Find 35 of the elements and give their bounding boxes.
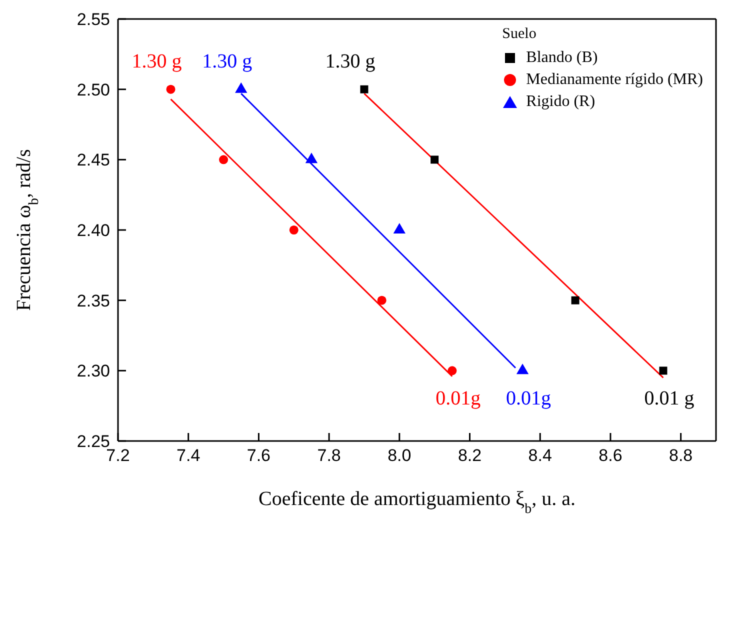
point [289, 225, 298, 235]
legend-label: Blando (B) [526, 48, 598, 68]
point [430, 156, 439, 164]
annotation: 1.30 g [325, 50, 376, 72]
annotation: 0.01 g [644, 388, 694, 410]
annotation: 0.01g [506, 388, 552, 410]
x-axis-title: Coeficente de amortiguamiento ξ$_{b}$, u. a. [258, 488, 576, 516]
x-tick-label: 7.4 [176, 446, 200, 466]
point [166, 84, 176, 94]
point [377, 296, 386, 305]
annotation: 1.30 g [202, 50, 252, 72]
x-tick-label: 7.8 [317, 446, 341, 466]
point [448, 366, 457, 376]
x-tick-label: 8.6 [598, 446, 622, 466]
y-tick-label: 2.45 [76, 150, 110, 170]
annotation: 0.01g [436, 388, 481, 410]
x-tick-label: 7.2 [106, 446, 130, 466]
legend-title: Suelo [502, 26, 538, 43]
x-tick-label: 8.8 [669, 446, 693, 466]
point [219, 155, 228, 164]
annotation: 1.30 g [132, 50, 182, 72]
point [360, 85, 368, 94]
y-tick-label: 2.40 [76, 221, 110, 240]
point [659, 366, 668, 375]
y-tick-label: 2.30 [76, 362, 110, 381]
y-tick-label: 2.35 [76, 291, 110, 310]
point [571, 296, 580, 304]
y-tick-label: 2.50 [76, 80, 110, 100]
x-tick-label: 8.4 [528, 446, 552, 466]
x-tick-label: 8.0 [388, 446, 412, 466]
y-tick-label: 2.55 [76, 10, 110, 30]
x-tick-label: 7.6 [246, 446, 271, 466]
legend-label: Rigido (R) [526, 92, 596, 112]
legend-label: Medianamente rígido (MR) [526, 70, 703, 90]
x-tick-label: 8.2 [458, 446, 482, 466]
